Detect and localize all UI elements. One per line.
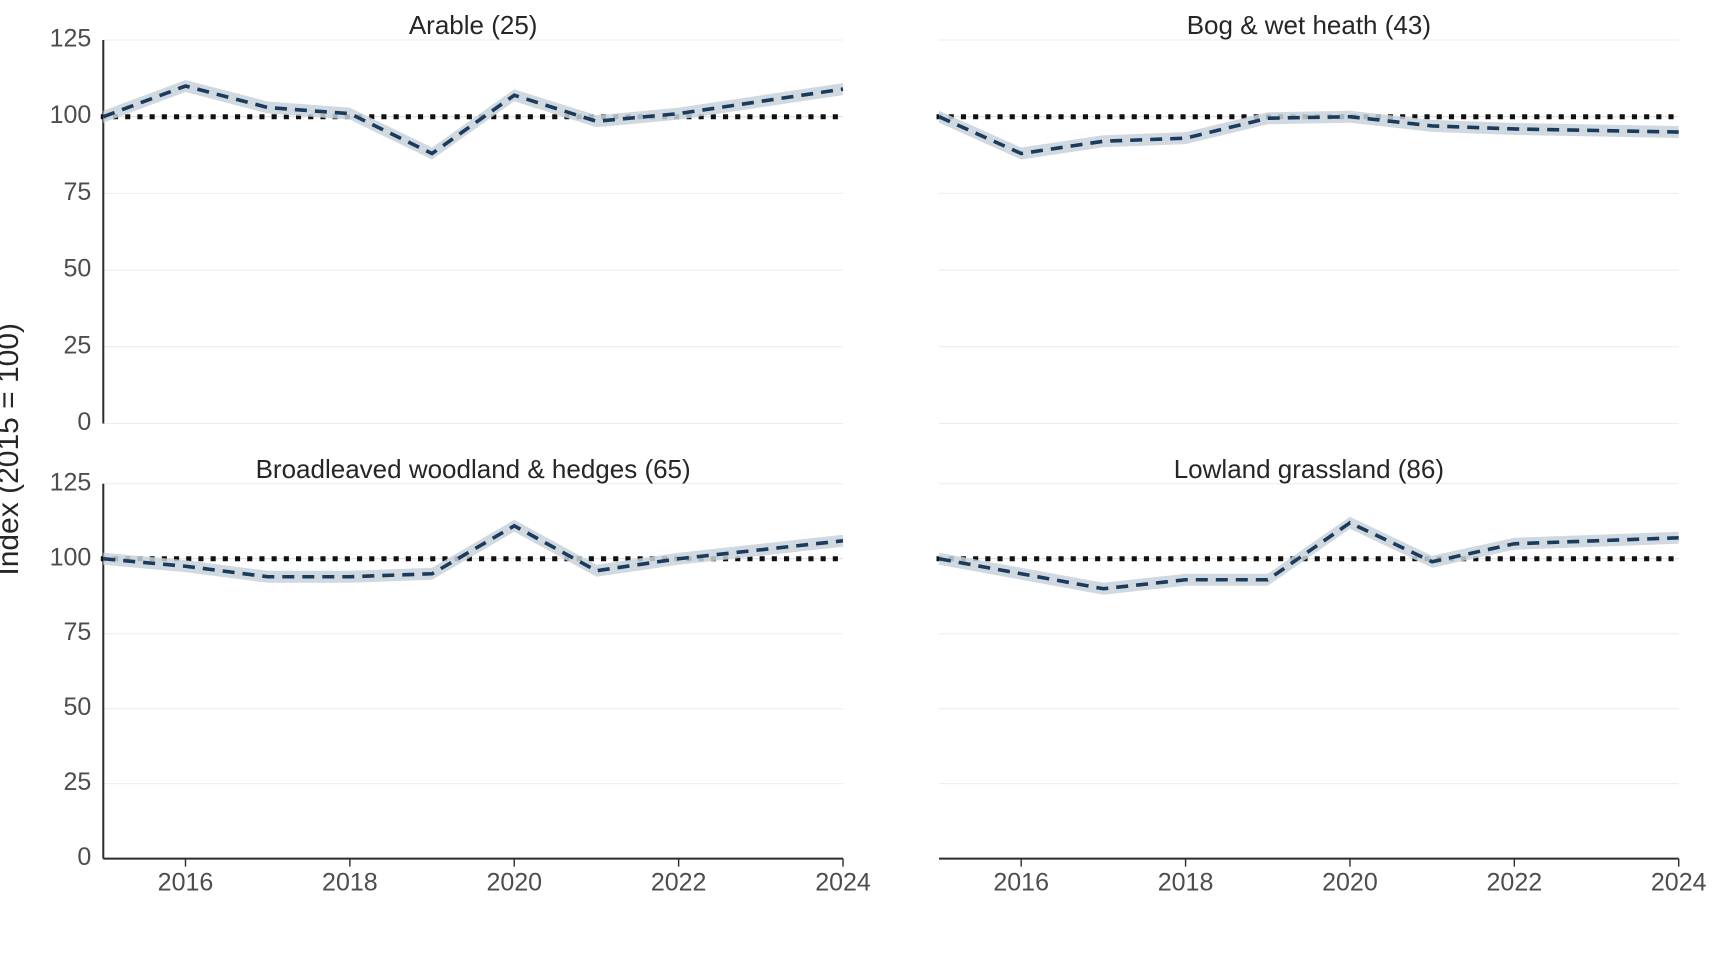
svg-text:0: 0	[77, 843, 91, 871]
svg-text:2022: 2022	[1487, 869, 1543, 897]
svg-text:Broadleaved woodland & hedges: Broadleaved woodland & hedges (65)	[256, 454, 691, 484]
svg-text:75: 75	[63, 618, 91, 646]
svg-text:100: 100	[50, 101, 92, 129]
svg-text:Lowland grassland (86): Lowland grassland (86)	[1174, 454, 1444, 484]
svg-text:125: 125	[50, 25, 92, 53]
svg-text:25: 25	[63, 331, 91, 359]
svg-text:100: 100	[50, 543, 92, 571]
svg-text:50: 50	[63, 255, 91, 283]
svg-text:2016: 2016	[158, 869, 214, 897]
svg-text:2024: 2024	[815, 869, 871, 897]
svg-text:2018: 2018	[1158, 869, 1214, 897]
svg-text:125: 125	[50, 468, 92, 496]
svg-text:2018: 2018	[322, 869, 378, 897]
svg-text:75: 75	[63, 178, 91, 206]
svg-text:2024: 2024	[1651, 869, 1707, 897]
svg-text:50: 50	[63, 693, 91, 721]
svg-text:0: 0	[77, 408, 91, 436]
svg-text:Bog & wet heath (43): Bog & wet heath (43)	[1187, 10, 1431, 40]
svg-text:2016: 2016	[993, 869, 1049, 897]
svg-text:2022: 2022	[651, 869, 707, 897]
svg-text:Arable (25): Arable (25)	[409, 10, 538, 40]
svg-text:2020: 2020	[1322, 869, 1378, 897]
svg-text:Index (2015 = 100): Index (2015 = 100)	[0, 323, 25, 576]
svg-text:2020: 2020	[486, 869, 542, 897]
svg-text:25: 25	[63, 768, 91, 796]
